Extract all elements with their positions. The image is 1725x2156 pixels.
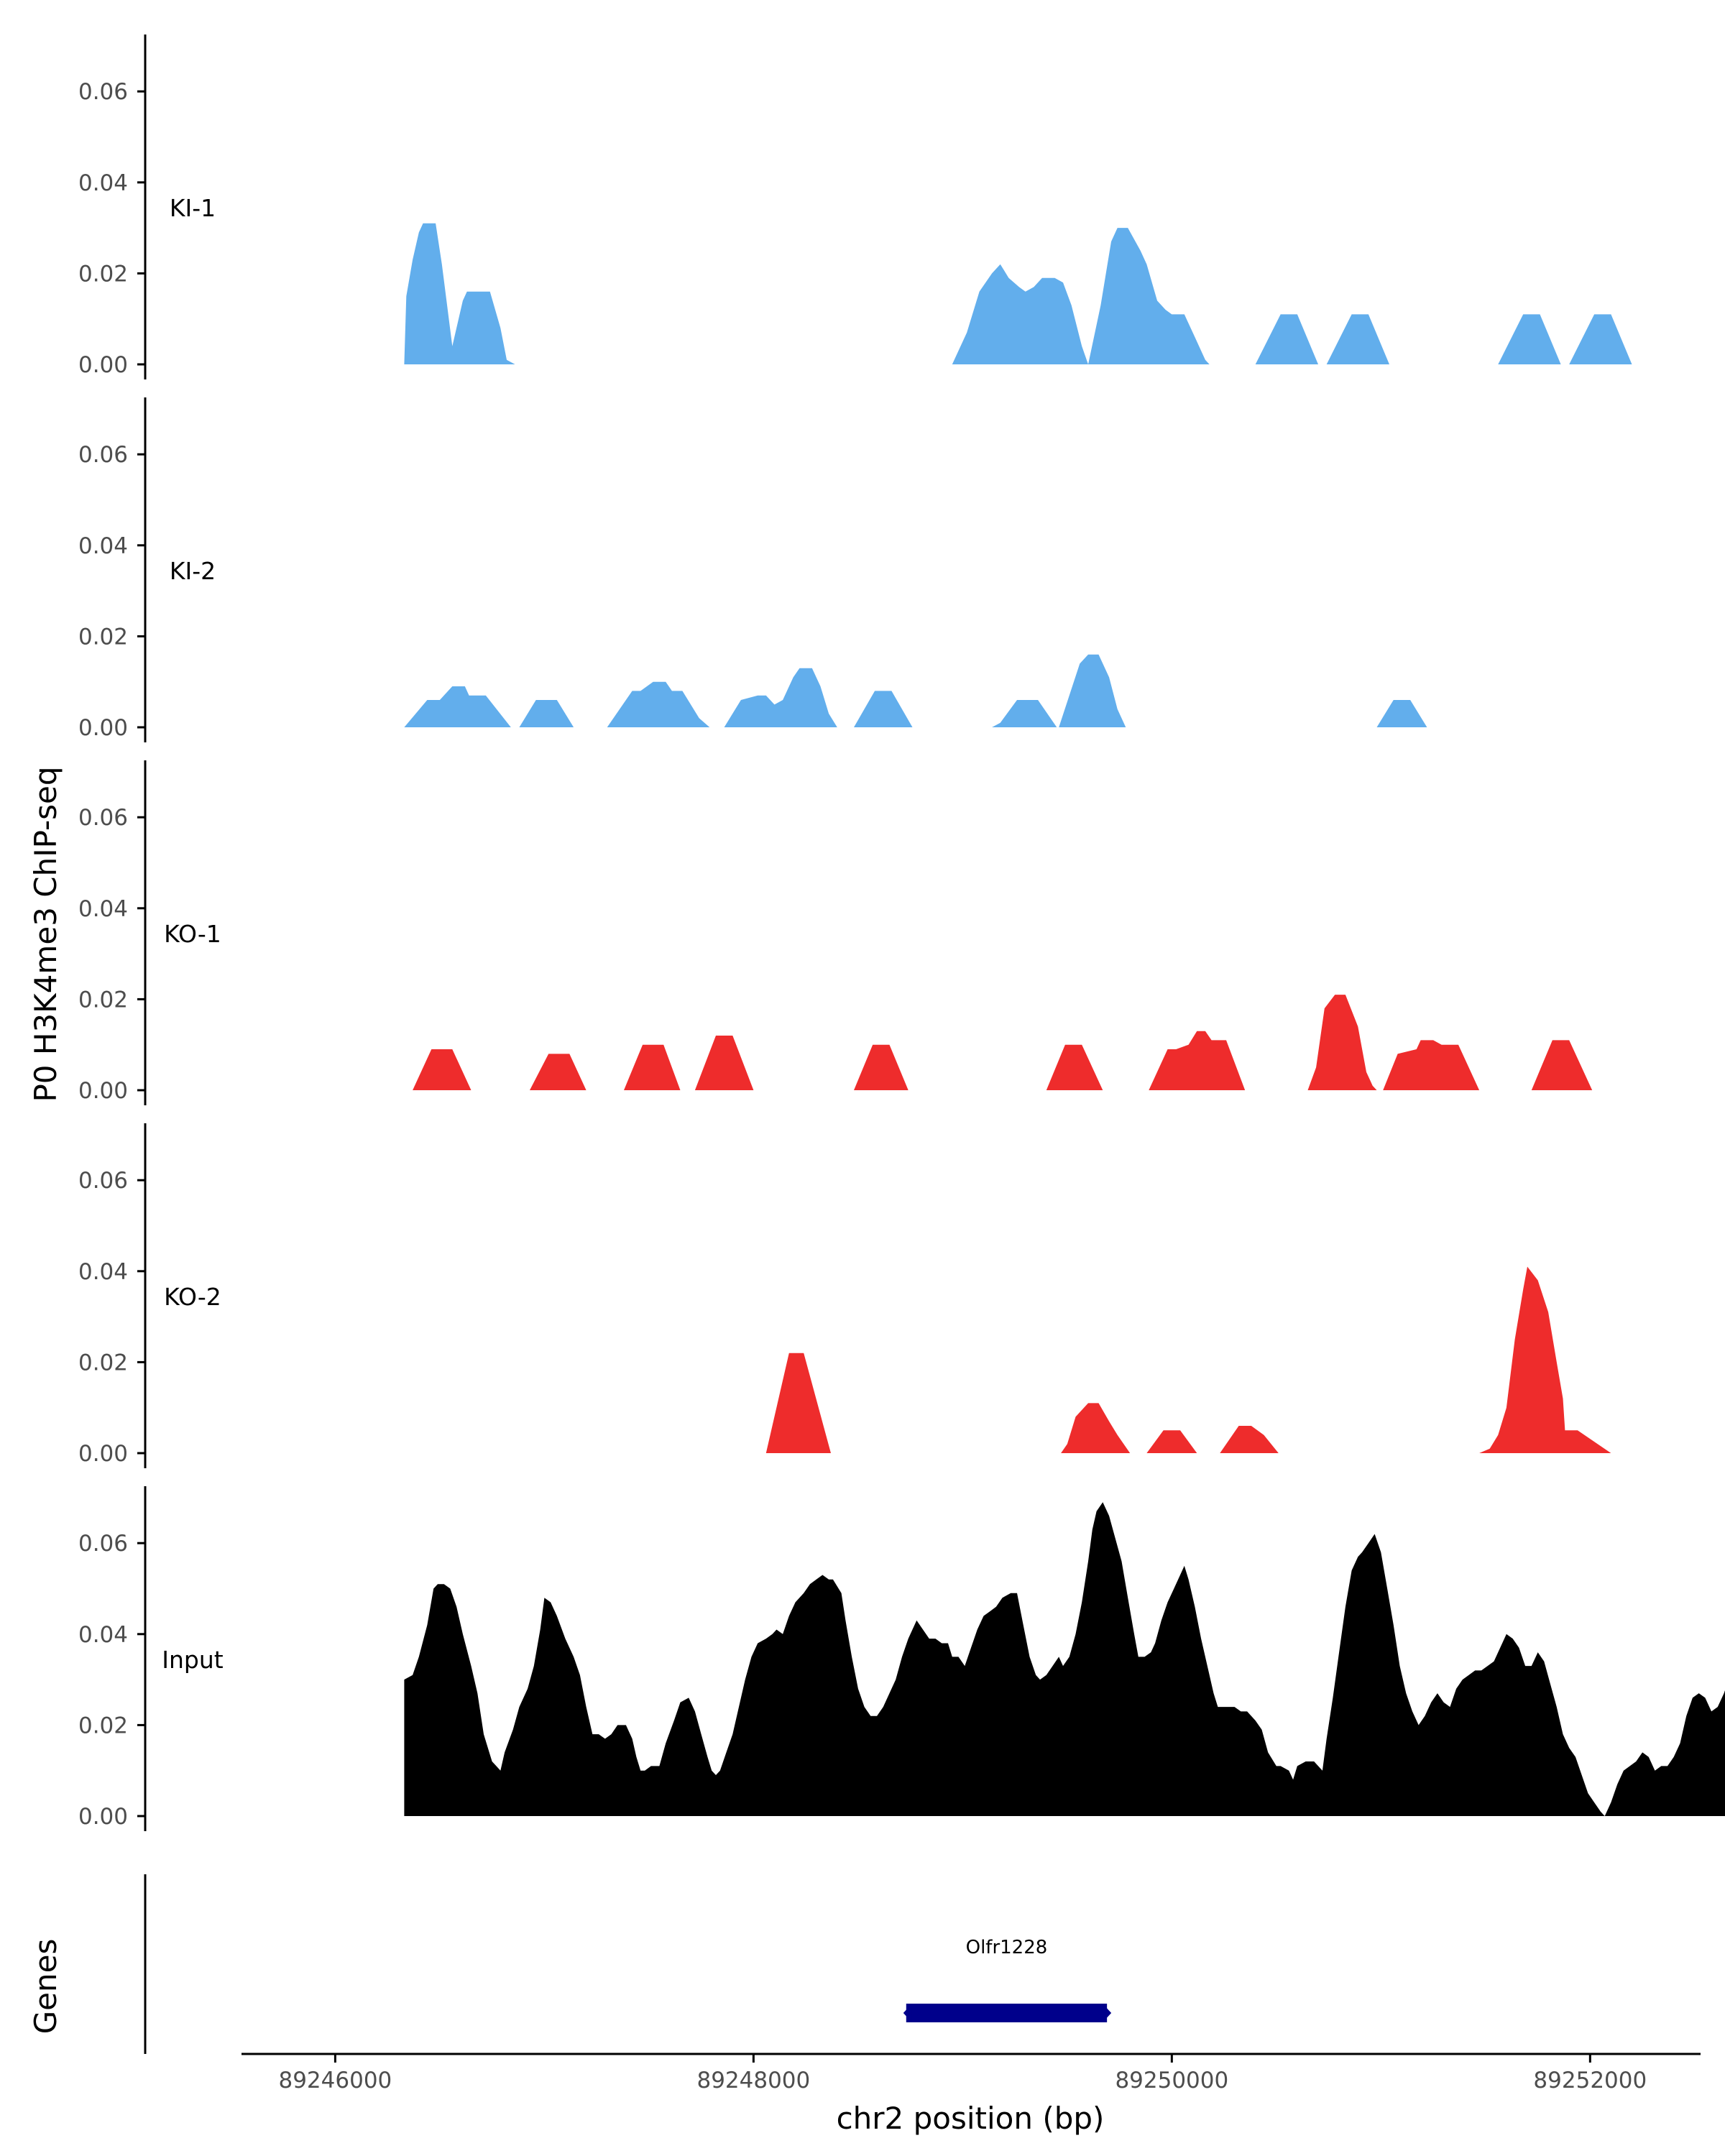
y-axis-title: P0 H3K4me3 ChIP-seq	[28, 766, 63, 1102]
track-ko-2: 0.00 0.02 0.04 0.06 KO-2	[78, 1123, 1611, 1468]
y-tick-label: 0.04	[78, 1622, 128, 1648]
y-tick-label: 0.02	[78, 1350, 128, 1376]
gene-strand-arrow	[903, 2004, 912, 2022]
y-tick-label: 0.02	[78, 1713, 128, 1738]
track-ki-1: 0.00 0.02 0.04 0.06 KI-1	[78, 34, 1632, 379]
x-tick-label: 89248000	[696, 2068, 810, 2093]
y-tick-label: 0.06	[78, 79, 128, 105]
y-tick-label: 0.04	[78, 896, 128, 922]
track-ki-2: 0.00 0.02 0.04 0.06 KI-2	[78, 397, 1427, 742]
signal-area	[404, 223, 1632, 364]
y-tick-label: 0.02	[78, 624, 128, 650]
track-ko-1: 0.00 0.02 0.04 0.06 KO-1	[78, 760, 1593, 1105]
y-tick-label: 0.02	[78, 261, 128, 287]
track-label: KO-1	[164, 920, 221, 948]
y-tick-label: 0.06	[78, 1168, 128, 1194]
y-tick-label: 0.00	[78, 1078, 128, 1104]
y-tick-label: 0.00	[78, 715, 128, 741]
gene-strand-arrow	[1103, 2004, 1112, 2022]
signal-area	[404, 654, 1427, 727]
y-tick-label: 0.00	[78, 1441, 128, 1467]
genes-axis-title: Genes	[28, 1939, 63, 2035]
track-label: KO-2	[164, 1283, 221, 1311]
y-tick-label: 0.04	[78, 1259, 128, 1285]
y-tick-label: 0.00	[78, 352, 128, 378]
gene-panel: Olfr1228	[144, 1874, 1112, 2054]
gene-label: Olfr1228	[966, 1937, 1048, 1958]
y-tick-label: 0.06	[78, 805, 128, 831]
x-tick-label: 89246000	[278, 2068, 392, 2093]
x-axis-title: chr2 position (bp)	[837, 2101, 1105, 2136]
x-tick-label: 89250000	[1115, 2068, 1228, 2093]
y-tick-label: 0.06	[78, 1531, 128, 1557]
track-label: KI-2	[170, 557, 216, 585]
x-tick-label: 89252000	[1533, 2068, 1647, 2093]
y-tick-label: 0.02	[78, 987, 128, 1013]
y-tick-label: 0.06	[78, 442, 128, 468]
y-tick-label: 0.04	[78, 170, 128, 196]
y-tick-label: 0.04	[78, 533, 128, 559]
x-axis: 89246000 89248000 89250000 89252000	[242, 2053, 1701, 2093]
track-label: KI-1	[170, 194, 216, 222]
signal-area	[413, 995, 1593, 1090]
signal-area	[765, 1266, 1611, 1453]
gene-body	[906, 2004, 1108, 2022]
signal-tracks: 0.00 0.02 0.04 0.06 KI-1 0.00 0.02 0.04 0.06 KI-2…	[78, 34, 1725, 1831]
y-tick-label: 0.00	[78, 1804, 128, 1830]
signal-area	[404, 1502, 1725, 1816]
track-label: Input	[162, 1646, 224, 1674]
track-input: 0.00 0.02 0.04 0.06 Input	[78, 1486, 1725, 1831]
